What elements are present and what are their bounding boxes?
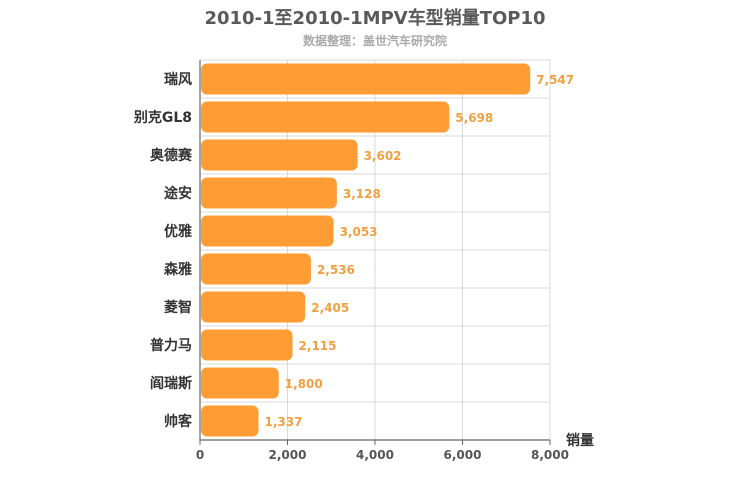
value-label: 1,800 [285,377,323,391]
value-label: 1,337 [264,415,302,429]
category-label: 帅客 [164,413,193,430]
bar-8 [201,329,293,361]
category-label: 途安 [164,185,192,202]
x-tick-label: 4,000 [356,448,394,462]
value-label: 7,547 [536,73,574,87]
x-axis-title: 销量 [566,432,594,449]
bar-2 [201,101,450,133]
category-label: 阎瑞斯 [150,375,192,392]
value-label: 2,115 [299,339,337,353]
bar-4 [201,177,337,209]
bar-3 [201,139,358,171]
bar-6 [201,253,311,285]
bar-9 [201,367,279,399]
labels-group: 瑞风 7,547 别克GL8 5,698 奥德赛 3,602 途安 3,128 优雅 3,053 森… [133,71,574,430]
value-label: 3,602 [364,149,402,163]
category-label: 别克GL8 [133,109,192,126]
chart-subtitle: 数据整理：盖世汽车研究院 [302,34,447,48]
category-label: 奥德赛 [150,147,193,164]
category-label: 菱智 [164,299,192,316]
category-label: 优雅 [164,223,192,240]
value-label: 2,405 [311,301,349,315]
value-label: 2,536 [317,263,355,277]
chart-title: 2010-1至2010-1MPV车型销量TOP10 [204,8,546,29]
x-tick-label: 8,000 [531,448,569,462]
value-label: 3,128 [343,187,381,201]
bar-5 [201,215,334,247]
x-tick-label: 6,000 [444,448,482,462]
bars-group [201,63,531,437]
value-label: 3,053 [340,225,378,239]
category-label: 普力马 [150,337,192,354]
x-tick-label: 0 [196,448,204,462]
x-tick-label: 2,000 [269,448,307,462]
bar-7 [201,291,306,323]
category-label: 森雅 [164,261,192,278]
category-label: 瑞风 [164,71,192,88]
bar-1 [201,63,531,95]
bar-10 [201,405,259,437]
value-label: 5,698 [455,111,493,125]
